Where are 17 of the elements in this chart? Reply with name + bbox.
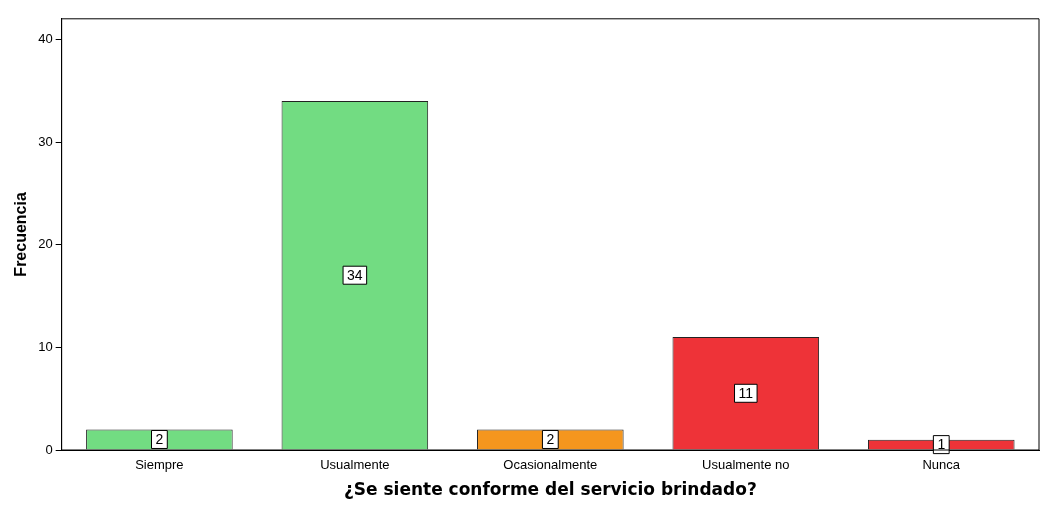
- x-tick-label: Usualmente: [320, 457, 390, 473]
- y-tick-label: 40: [38, 30, 53, 46]
- data-label: 2: [546, 431, 555, 448]
- y-tick-label: 0: [45, 441, 53, 457]
- data-label: 2: [155, 431, 164, 448]
- y-axis-title: Frecuencia: [12, 192, 30, 277]
- data-label: 11: [738, 385, 754, 402]
- y-tick-label: 20: [38, 236, 53, 252]
- y-tick-label: 30: [38, 133, 53, 149]
- x-tick-label: Usualmente no: [702, 457, 790, 473]
- x-tick-label: Ocasionalmente: [503, 457, 598, 473]
- data-label: 1: [937, 436, 946, 453]
- x-axis-title: ¿Se siente conforme del servicio brindado?: [343, 479, 757, 500]
- x-tick-label: Nunca: [922, 457, 961, 473]
- x-tick-label: Siempre: [135, 457, 184, 473]
- data-label: 34: [347, 267, 363, 284]
- y-tick-label: 10: [38, 338, 53, 354]
